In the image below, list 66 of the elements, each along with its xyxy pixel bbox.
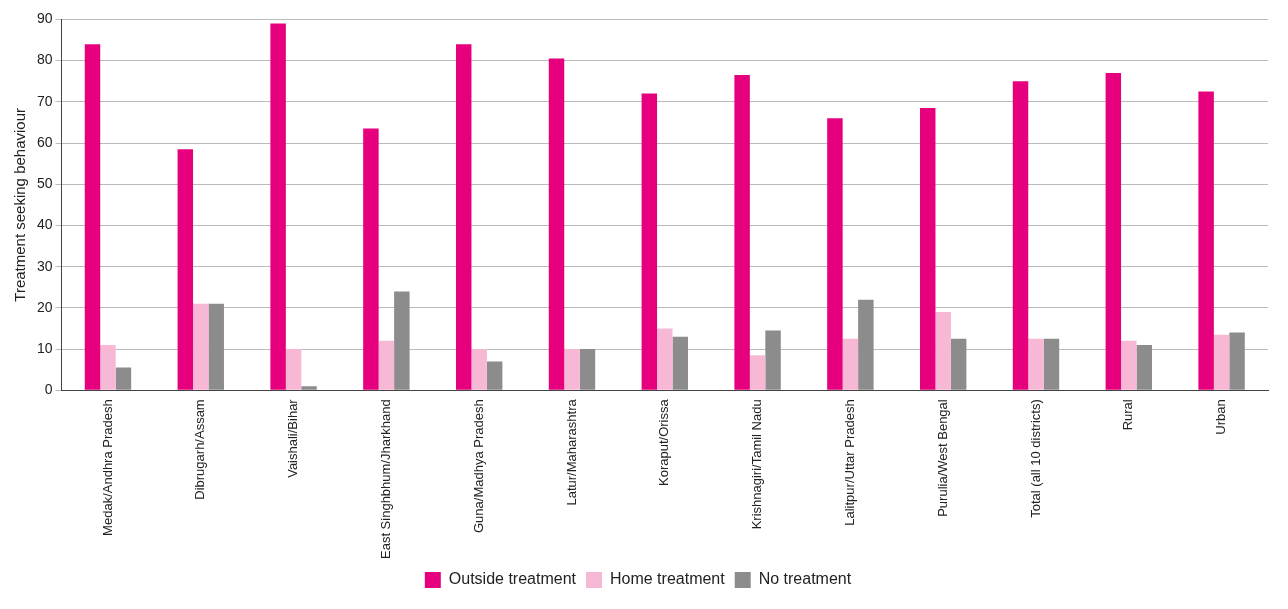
y-tick-label: 20 xyxy=(36,298,53,315)
bar xyxy=(672,336,688,390)
bar xyxy=(1012,81,1029,390)
bar xyxy=(285,349,302,390)
bar xyxy=(579,349,596,390)
y-tick-label: 30 xyxy=(36,257,53,274)
y-tick-label: 70 xyxy=(36,92,53,109)
x-tick-label: Krishnagiri/Tamil Nadu xyxy=(749,399,765,530)
bar xyxy=(1028,338,1044,390)
bar xyxy=(1213,334,1230,390)
bar xyxy=(842,338,859,390)
y-tick-label: 40 xyxy=(36,216,53,233)
bar xyxy=(657,328,673,390)
x-tick-label: Koraput/Orissa xyxy=(656,398,672,486)
bar xyxy=(471,349,487,390)
bar xyxy=(193,303,209,390)
y-tick-label: 10 xyxy=(36,339,53,356)
bar xyxy=(858,299,874,390)
y-tick-label: 0 xyxy=(44,381,53,398)
x-tick-label: Dibrugarh/Assam xyxy=(192,399,208,500)
bar xyxy=(919,108,936,390)
bar xyxy=(548,58,565,390)
bar xyxy=(100,344,116,390)
bar xyxy=(208,303,224,390)
bar xyxy=(270,23,286,390)
x-tick-label: East Singhbhum/Jharkhand xyxy=(377,399,393,560)
bar xyxy=(486,361,503,390)
bar xyxy=(1136,344,1152,390)
y-tick-label: 60 xyxy=(36,133,53,150)
bar xyxy=(734,75,750,390)
bar xyxy=(1043,338,1060,390)
legend-label: No treatment xyxy=(758,570,852,588)
bar xyxy=(115,367,132,390)
bar xyxy=(950,338,967,390)
bar xyxy=(378,340,395,390)
bar xyxy=(1229,332,1245,390)
bar xyxy=(935,311,951,390)
bar xyxy=(564,349,580,390)
bar xyxy=(1105,72,1122,390)
y-tick-label: 50 xyxy=(36,175,53,192)
bar xyxy=(749,355,766,390)
bar xyxy=(1198,91,1214,390)
y-tick-label: 90 xyxy=(36,10,53,27)
y-axis-title: Treatment seeking behaviour xyxy=(11,107,29,302)
x-tick-label: Urban xyxy=(1213,399,1229,435)
x-tick-label: Purulia/West Bengal xyxy=(934,399,950,517)
x-tick-label: Lalitpur/Uttar Pradesh xyxy=(841,399,857,526)
bar xyxy=(1121,340,1137,390)
x-tick-label: Medak/Andhra Pradesh xyxy=(99,399,115,536)
bar xyxy=(455,44,472,390)
bar xyxy=(641,93,658,390)
x-tick-label: Guna/Madhya Pradesh xyxy=(470,399,486,533)
y-tick-label: 80 xyxy=(36,51,53,68)
legend-label: Home treatment xyxy=(609,570,726,588)
x-tick-label: Rural xyxy=(1120,399,1136,431)
x-tick-label: Vaishali/Bihar xyxy=(285,398,301,478)
bar xyxy=(765,330,781,390)
x-tick-label: Total (all 10 districts) xyxy=(1027,399,1043,518)
x-tick-label: Latur/Maharashtra xyxy=(563,398,579,506)
bar xyxy=(827,118,843,390)
bar xyxy=(301,386,317,390)
bar xyxy=(177,149,194,390)
bar xyxy=(363,128,379,390)
bar xyxy=(84,44,101,390)
legend-label: Outside treatment xyxy=(448,570,577,588)
bar xyxy=(394,291,410,390)
